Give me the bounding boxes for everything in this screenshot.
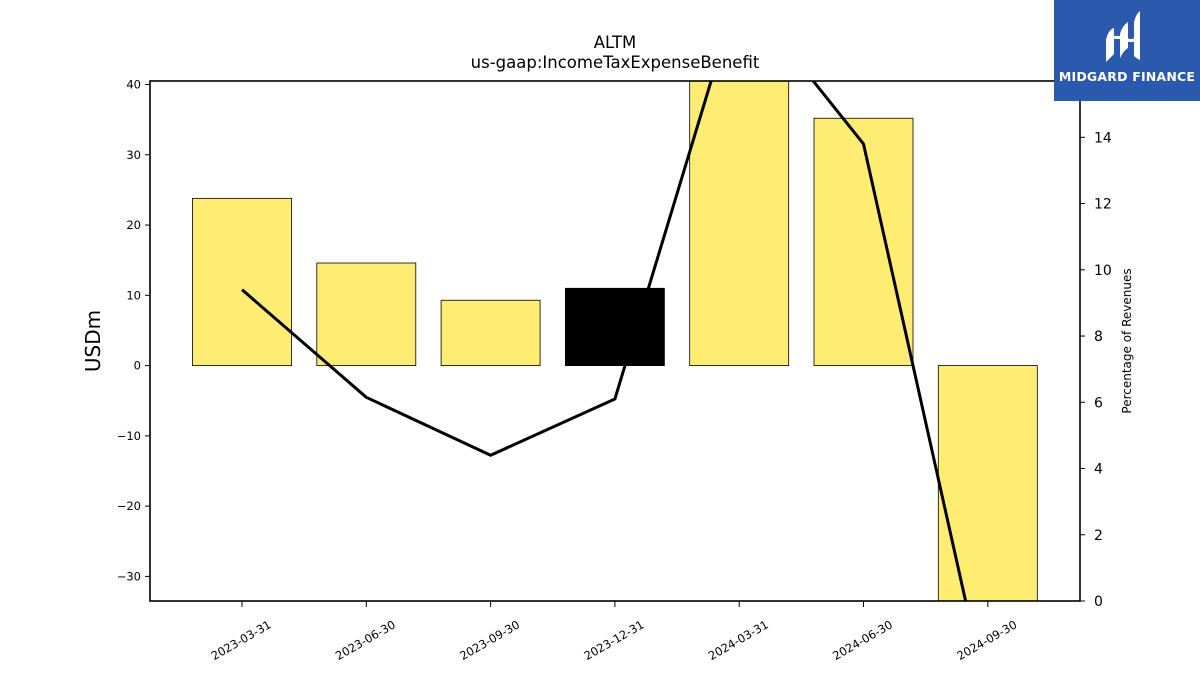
y-tick-label: −30 xyxy=(117,569,141,583)
y-tick-label: 30 xyxy=(126,148,141,162)
x-tick-label: 2024-06-30 xyxy=(830,617,895,663)
y2-tick-label: 0 xyxy=(1094,594,1103,610)
x-tick-label: 2024-03-31 xyxy=(706,617,771,663)
logo: MIDGARD FINANCE xyxy=(1054,0,1200,101)
y2-tick-label: 14 xyxy=(1094,130,1112,146)
x-tick-label: 2024-09-30 xyxy=(954,617,1019,663)
y-tick-label: 10 xyxy=(126,288,141,302)
y-tick-label: 20 xyxy=(126,218,141,232)
y2-axis-label: Percentage of Revenues xyxy=(1120,268,1134,413)
logo-text: MIDGARD FINANCE xyxy=(1058,69,1196,84)
midgard-logo-icon xyxy=(1106,11,1140,62)
y-tick-label: 0 xyxy=(134,359,141,373)
y2-tick-label: 10 xyxy=(1094,263,1112,279)
y2-tick-label: 2 xyxy=(1094,528,1103,544)
x-tick-label: 2023-12-31 xyxy=(582,617,647,663)
x-tick-label: 2023-03-31 xyxy=(209,617,274,663)
y2-tick-label: 12 xyxy=(1094,197,1112,213)
bar-2024-09-30 xyxy=(937,365,1038,601)
y-axis-label: USDm xyxy=(81,310,105,372)
bar-2024-03-31 xyxy=(689,81,790,366)
x-tick-label: 2023-06-30 xyxy=(333,617,398,663)
revenue-percentage-line xyxy=(241,81,968,601)
y2-tick-label: 6 xyxy=(1094,395,1103,411)
chart-subtitle: us-gaap:IncomeTaxExpenseBenefit xyxy=(471,53,760,72)
bar-2024-06-30 xyxy=(813,117,914,366)
y2-tick-label: 8 xyxy=(1094,329,1103,345)
chart-title: ALTM xyxy=(594,33,637,52)
y-tick-label: −20 xyxy=(117,499,141,513)
y-tick-label: −10 xyxy=(117,429,141,443)
bar-2023-06-30 xyxy=(316,262,417,366)
x-tick-label: 2023-09-30 xyxy=(457,617,522,663)
bar-2023-09-30 xyxy=(440,299,541,366)
y-tick-label: 40 xyxy=(126,78,141,92)
bar-2023-03-31 xyxy=(192,197,292,366)
bar-2023-12-31 xyxy=(565,287,665,366)
y2-tick-label: 4 xyxy=(1094,462,1103,478)
